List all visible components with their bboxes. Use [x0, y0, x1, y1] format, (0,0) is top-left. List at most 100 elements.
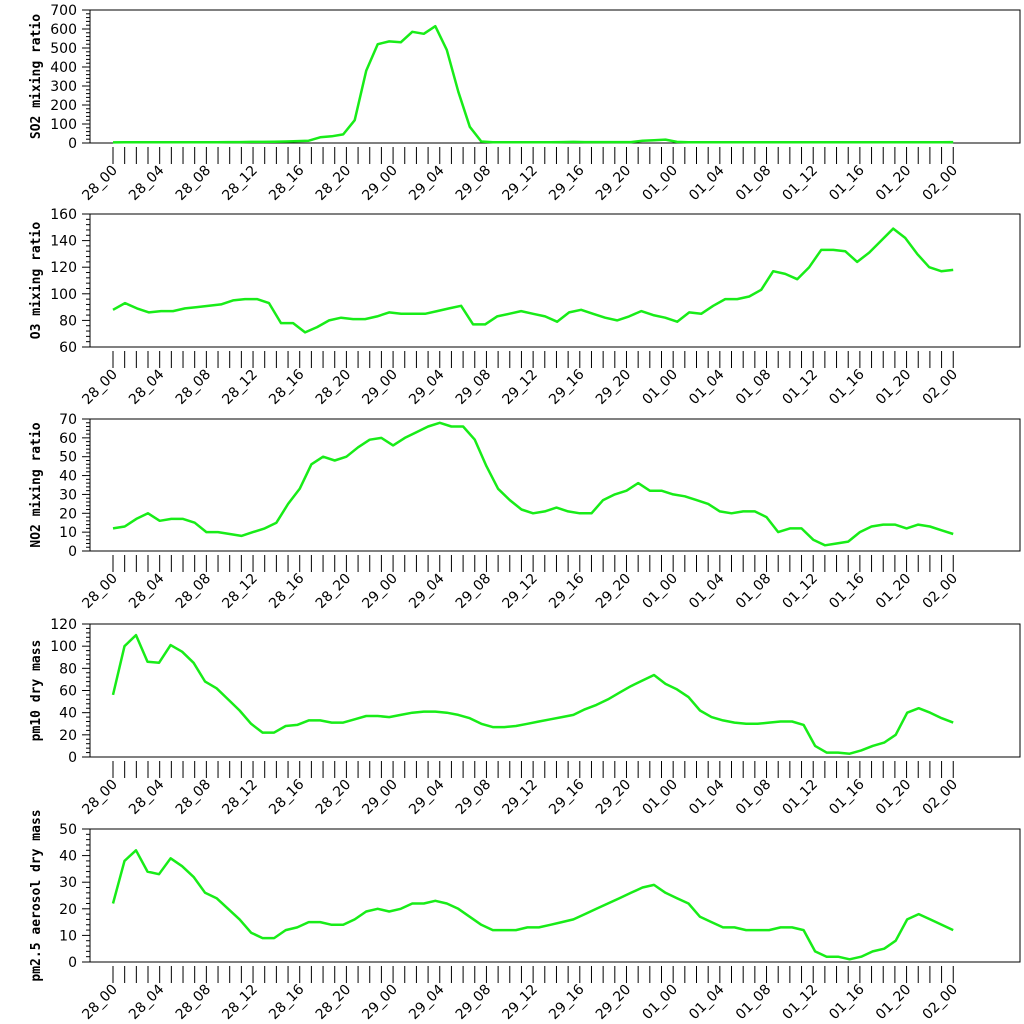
y-axis-label: pm2.5 aerosol dry mass	[29, 809, 44, 981]
x-tick-label: 01_08	[733, 367, 774, 408]
y-tick-label: 30	[59, 487, 77, 503]
y-tick-label: 10	[59, 928, 77, 944]
x-tick-label: 01_00	[640, 982, 681, 1023]
x-tick-label: 01_08	[733, 777, 774, 818]
x-tick-label: 29_00	[359, 163, 400, 204]
x-tick-label: 28_12	[219, 163, 260, 204]
x-tick-label: 29_16	[546, 570, 588, 612]
x-tick-label: 29_20	[593, 777, 634, 818]
y-tick-label: 10	[59, 525, 77, 541]
x-tick-label: 29_08	[453, 367, 494, 408]
x-tick-label: 01_12	[780, 777, 821, 818]
x-tick-label: 28_00	[79, 982, 120, 1023]
x-tick-label: 01_16	[826, 776, 868, 818]
x-tick-label: 28_04	[126, 981, 168, 1023]
x-tick-label: 28_12	[219, 982, 260, 1023]
x-tick-label: 28_20	[313, 163, 354, 204]
y-tick-label: 60	[59, 340, 77, 356]
x-tick-label: 01_04	[686, 981, 728, 1023]
x-tick-label: 28_08	[173, 571, 214, 612]
y-tick-label: 50	[59, 822, 77, 838]
y-axis-label: O3 mixing ratio	[29, 222, 44, 340]
x-tick-label: 01_00	[640, 777, 681, 818]
y-tick-label: 0	[68, 955, 77, 971]
x-tick-label: 01_12	[780, 571, 821, 612]
x-tick-label: 02_00	[920, 163, 961, 204]
x-tick-label: 01_12	[780, 367, 821, 408]
y-axis-label: NO2 mixing ratio	[29, 422, 44, 547]
y-tick-label: 200	[50, 98, 77, 114]
y-tick-label: 60	[59, 431, 77, 447]
y-tick-label: 0	[68, 750, 77, 766]
x-tick-label: 28_16	[266, 570, 308, 612]
x-tick-label: 01_00	[640, 571, 681, 612]
x-tick-label: 28_04	[126, 570, 168, 612]
y-tick-label: 20	[59, 728, 77, 744]
x-tick-label: 01_08	[733, 982, 774, 1023]
x-tick-label: 01_04	[686, 570, 728, 612]
x-tick-label: 02_00	[920, 982, 961, 1023]
x-tick-label: 29_16	[546, 162, 588, 204]
y-tick-label: 40	[59, 706, 77, 722]
x-tick-label: 29_12	[499, 163, 540, 204]
x-tick-label: 01_20	[873, 163, 914, 204]
y-tick-label: 100	[50, 639, 77, 655]
x-tick-label: 29_04	[406, 981, 448, 1023]
plot-frame	[89, 828, 1021, 963]
x-tick-label: 29_00	[359, 982, 400, 1023]
x-tick-label: 01_00	[640, 163, 681, 204]
x-tick-label: 29_12	[499, 777, 540, 818]
plot-frame	[89, 418, 1021, 552]
data-series-line	[112, 421, 954, 547]
x-tick-label: 01_20	[873, 777, 914, 818]
y-tick-label: 80	[59, 661, 77, 677]
y-tick-label: 0	[68, 544, 77, 560]
y-tick-label: 120	[50, 617, 77, 633]
x-tick-label: 01_04	[686, 366, 728, 408]
y-tick-label: 400	[50, 60, 77, 76]
x-tick-label: 28_08	[173, 163, 214, 204]
y-tick-label: 40	[59, 849, 77, 865]
x-tick-label: 28_04	[126, 776, 168, 818]
y-axis-label: pm10 dry mass	[29, 640, 44, 742]
x-tick-label: 28_20	[313, 571, 354, 612]
x-tick-label: 29_08	[453, 982, 494, 1023]
x-tick-label: 29_08	[453, 777, 494, 818]
y-tick-label: 0	[68, 136, 77, 152]
x-tick-label: 29_20	[593, 571, 634, 612]
x-tick-label: 28_16	[266, 981, 308, 1023]
y-tick-label: 20	[59, 902, 77, 918]
x-tick-label: 01_08	[733, 163, 774, 204]
x-tick-label: 28_08	[173, 982, 214, 1023]
x-tick-label: 29_04	[406, 570, 448, 612]
x-tick-label: 28_00	[79, 571, 120, 612]
x-tick-label: 01_16	[826, 162, 868, 204]
y-tick-label: 70	[59, 412, 77, 428]
x-tick-label: 01_20	[873, 367, 914, 408]
y-tick-label: 600	[50, 22, 77, 38]
x-tick-label: 02_00	[920, 777, 961, 818]
x-tick-label: 28_20	[313, 367, 354, 408]
x-tick-label: 29_04	[406, 162, 448, 204]
x-tick-label: 28_00	[79, 163, 120, 204]
plot-frame	[89, 213, 1021, 348]
data-series-line	[112, 24, 954, 144]
x-tick-label: 28_00	[79, 367, 120, 408]
y-axis-label: SO2 mixing ratio	[29, 14, 44, 139]
y-tick-label: 50	[59, 450, 77, 466]
x-tick-label: 29_20	[593, 982, 634, 1023]
x-tick-label: 01_12	[780, 163, 821, 204]
x-tick-label: 01_04	[686, 776, 728, 818]
data-series-line	[112, 227, 954, 334]
x-tick-label: 28_08	[173, 777, 214, 818]
x-tick-label: 29_16	[546, 981, 588, 1023]
y-tick-label: 40	[59, 469, 77, 485]
y-tick-label: 140	[50, 234, 77, 250]
x-tick-label: 01_16	[826, 570, 868, 612]
y-tick-label: 100	[50, 287, 77, 303]
x-tick-label: 01_12	[780, 982, 821, 1023]
